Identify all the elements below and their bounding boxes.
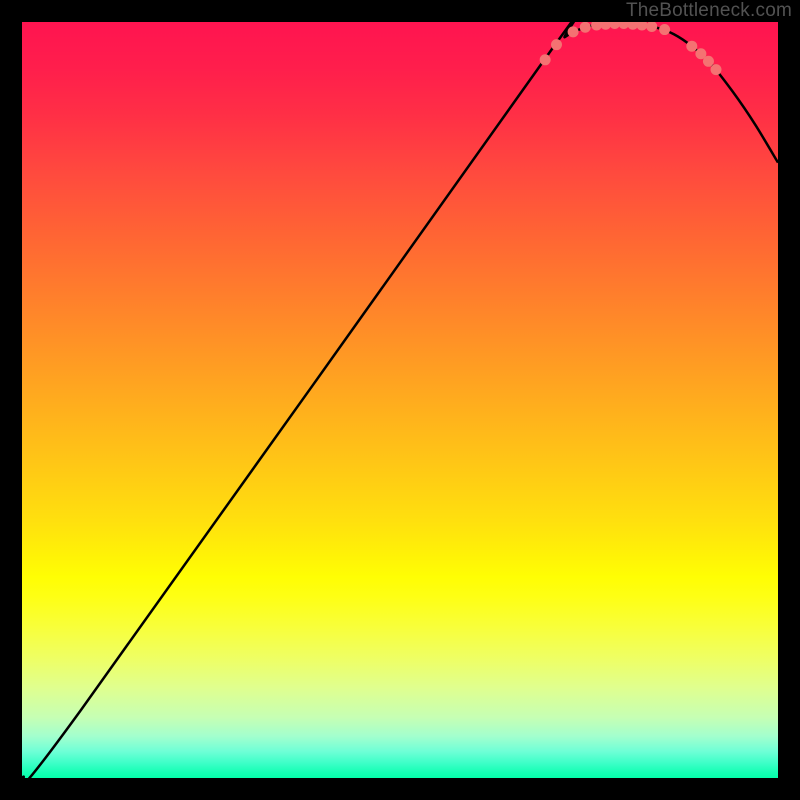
data-marker [636, 22, 647, 31]
chart-container: TheBottleneck.com [0, 0, 800, 800]
data-marker [703, 56, 714, 67]
data-marker [568, 26, 579, 37]
data-marker [580, 22, 591, 33]
plot-area [22, 22, 778, 778]
source-watermark: TheBottleneck.com [626, 0, 792, 22]
data-marker [540, 54, 551, 65]
chart-svg [22, 22, 778, 778]
data-marker [686, 41, 697, 52]
data-marker [659, 24, 670, 35]
bottleneck-curve [22, 22, 778, 778]
data-marker [646, 22, 657, 32]
data-marker [711, 64, 722, 75]
data-marker [551, 39, 562, 50]
